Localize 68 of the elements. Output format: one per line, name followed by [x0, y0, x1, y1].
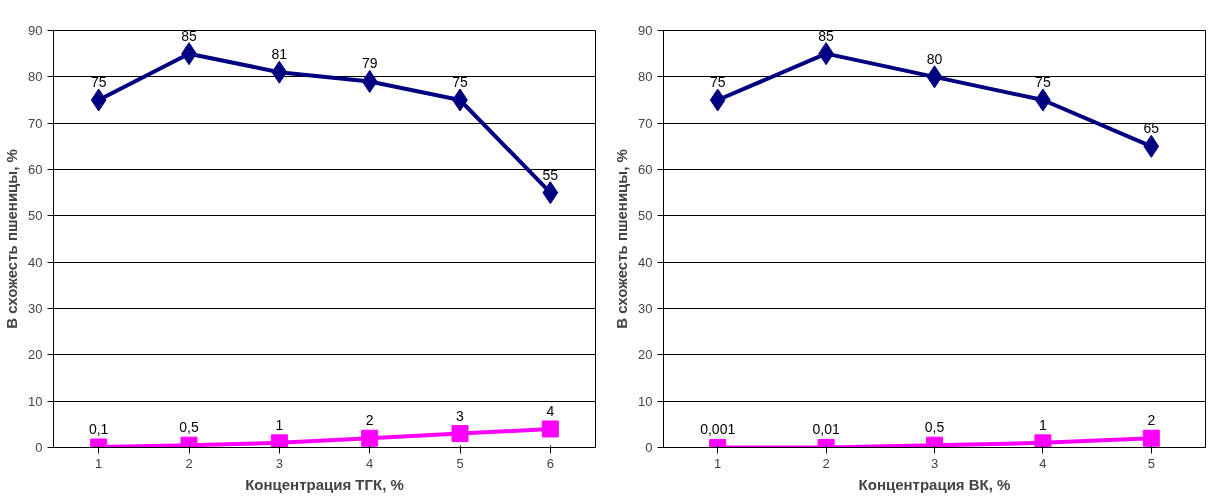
y-tick-label: 50 — [638, 208, 653, 224]
y-tick-label: 0 — [645, 440, 653, 455]
y-tick-label: 20 — [28, 347, 43, 363]
y-tick-label: 80 — [638, 69, 653, 85]
x-tick-label: 4 — [1039, 455, 1047, 471]
data-label: 2 — [365, 412, 374, 429]
data-label: 0,001 — [700, 421, 736, 438]
data-label: 0,1 — [88, 421, 109, 438]
y-tick-label: 60 — [638, 162, 653, 177]
data-label: 0,5 — [179, 419, 199, 436]
x-tick-label: 1 — [95, 455, 103, 471]
point — [709, 88, 726, 112]
data-label: 4 — [546, 402, 555, 419]
y-tick-label: 10 — [638, 393, 653, 409]
x-tick-label: 3 — [275, 455, 283, 471]
point — [451, 425, 469, 443]
y-tick-label: 20 — [638, 347, 653, 363]
data-label: 0,5 — [924, 419, 945, 436]
y-tick-label: 40 — [28, 254, 43, 270]
y-tick-label: 40 — [638, 254, 653, 270]
y-tick-label: 0 — [35, 440, 43, 455]
data-label: 1 — [275, 416, 284, 433]
y-tick-label: 50 — [28, 208, 43, 224]
data-label: 2 — [1147, 412, 1156, 429]
y-axis-title: В схожесть пшеницы, % — [3, 149, 21, 329]
data-label: 80 — [926, 50, 943, 67]
point — [926, 65, 943, 89]
data-label: 75 — [709, 74, 726, 90]
point — [1143, 134, 1160, 158]
point — [1034, 434, 1052, 448]
data-label: 3 — [456, 407, 465, 424]
y-tick-label: 70 — [638, 115, 653, 131]
y-axis-title: В схожесть пшеницы, % — [613, 149, 631, 329]
x-tick-label: 6 — [546, 455, 554, 471]
data-label: 1 — [1039, 416, 1048, 433]
data-label: 85 — [818, 27, 835, 44]
point — [270, 434, 288, 448]
x-axis-title: Концентрация ВК, % — [858, 475, 1011, 493]
data-label: 79 — [361, 55, 378, 72]
point — [271, 60, 288, 84]
point — [90, 88, 107, 112]
point — [361, 69, 378, 93]
x-tick-label: 1 — [714, 455, 722, 471]
y-tick-label: 90 — [638, 23, 653, 38]
y-tick-label: 90 — [28, 23, 43, 38]
x-tick-label: 2 — [822, 455, 830, 471]
point — [542, 181, 559, 205]
point — [541, 420, 559, 438]
y-tick-label: 80 — [28, 69, 43, 85]
x-tick-label: 3 — [930, 455, 939, 471]
x-tick-label: 4 — [366, 455, 374, 471]
y-tick-label: 30 — [28, 301, 43, 316]
data-label: 81 — [271, 46, 288, 63]
data-label: 85 — [181, 27, 197, 44]
y-tick-label: 30 — [638, 301, 653, 316]
data-label: 0,01 — [812, 421, 840, 438]
y-tick-label: 70 — [28, 115, 43, 131]
x-axis-title: Концентрация ТГК, % — [245, 475, 404, 493]
data-label: 75 — [1035, 74, 1051, 90]
y-tick-label: 60 — [28, 162, 43, 177]
data-label: 55 — [542, 166, 559, 183]
x-tick-label: 5 — [1147, 455, 1155, 471]
data-label: 75 — [90, 74, 107, 90]
data-label: 75 — [452, 74, 468, 90]
point — [361, 429, 379, 447]
x-tick-label: 2 — [185, 455, 193, 471]
x-tick-label: 5 — [456, 455, 464, 471]
y-tick-label: 10 — [28, 393, 43, 409]
